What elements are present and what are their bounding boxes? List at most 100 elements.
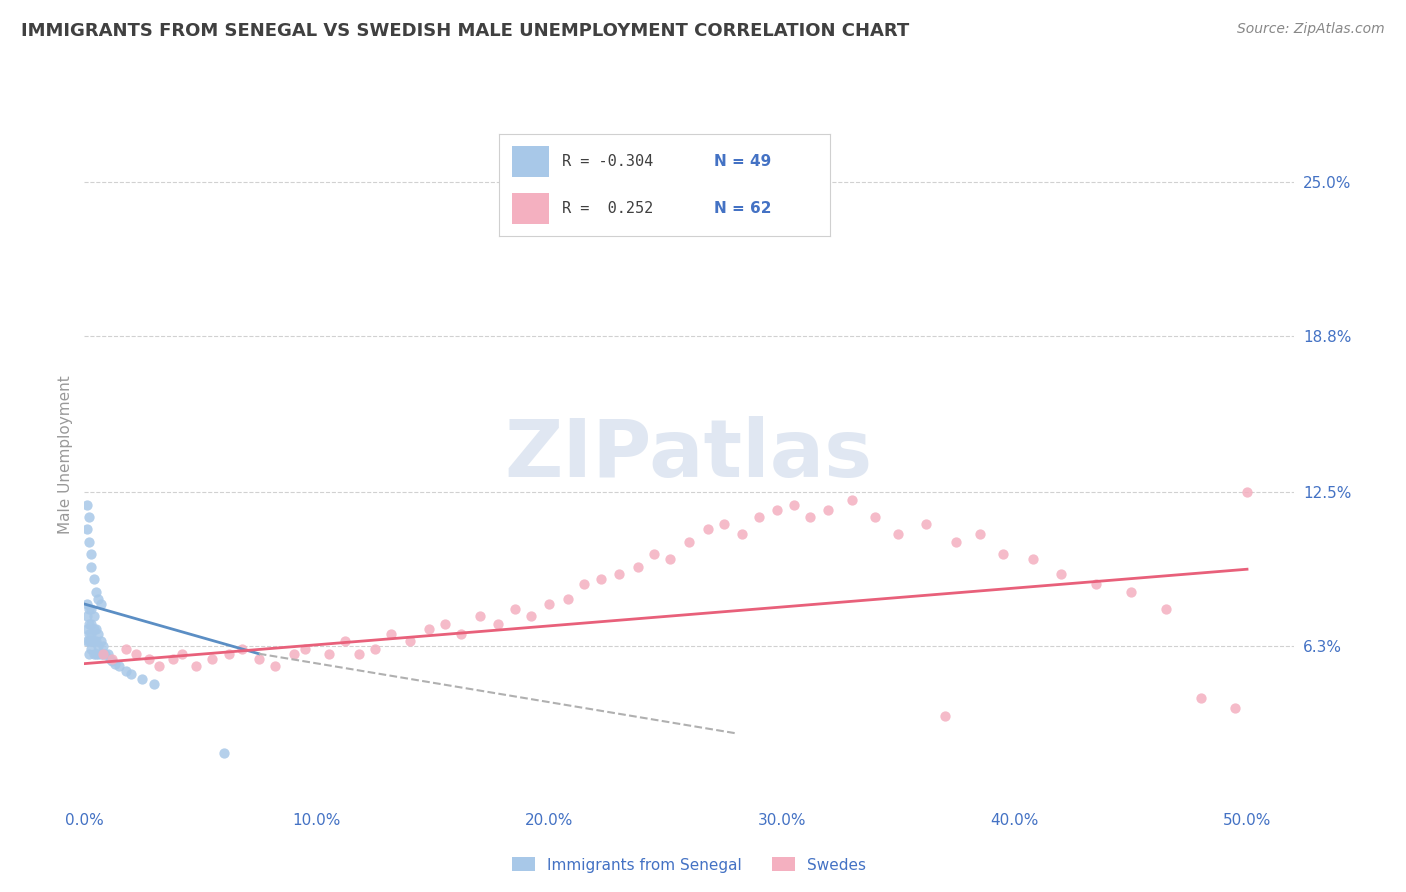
Point bbox=[84, 634, 107, 648]
Point bbox=[607, 567, 630, 582]
Point bbox=[364, 641, 387, 656]
Point bbox=[87, 592, 110, 607]
Point bbox=[80, 547, 103, 561]
Point bbox=[170, 647, 193, 661]
Point bbox=[418, 622, 440, 636]
Point bbox=[934, 708, 956, 723]
Point bbox=[1236, 485, 1258, 500]
Point bbox=[77, 627, 100, 641]
Point bbox=[115, 664, 138, 678]
Point bbox=[90, 647, 112, 661]
Point bbox=[486, 616, 509, 631]
Point bbox=[817, 502, 839, 516]
Point bbox=[87, 639, 110, 653]
Point bbox=[83, 647, 105, 661]
Point bbox=[80, 627, 103, 641]
Point bbox=[84, 584, 107, 599]
Point bbox=[143, 676, 166, 690]
Point bbox=[380, 627, 402, 641]
Point bbox=[124, 647, 146, 661]
Point bbox=[1022, 552, 1045, 566]
Point bbox=[945, 535, 967, 549]
Y-axis label: Male Unemployment: Male Unemployment bbox=[58, 376, 73, 534]
Point bbox=[659, 552, 682, 566]
Point bbox=[77, 535, 100, 549]
Point bbox=[201, 651, 224, 665]
Point bbox=[433, 616, 456, 631]
Point bbox=[748, 510, 770, 524]
Point bbox=[538, 597, 561, 611]
Point bbox=[1119, 584, 1142, 599]
Bar bbox=[512, 194, 548, 224]
Text: ZIPatlas: ZIPatlas bbox=[505, 416, 873, 494]
Point bbox=[162, 651, 184, 665]
Point bbox=[101, 651, 124, 665]
Point bbox=[80, 602, 103, 616]
Point bbox=[969, 527, 991, 541]
Text: N = 49: N = 49 bbox=[714, 154, 770, 169]
Point bbox=[77, 602, 100, 616]
Point bbox=[90, 634, 112, 648]
Point bbox=[83, 609, 105, 624]
Point bbox=[76, 523, 98, 537]
Point bbox=[83, 634, 105, 648]
Point bbox=[83, 572, 105, 586]
Point bbox=[80, 559, 103, 574]
Point bbox=[87, 627, 110, 641]
Point bbox=[87, 647, 110, 661]
Point bbox=[97, 647, 120, 661]
Point bbox=[148, 659, 170, 673]
Point bbox=[627, 559, 650, 574]
Point bbox=[887, 527, 910, 541]
Point bbox=[76, 609, 98, 624]
Point bbox=[131, 672, 153, 686]
Point bbox=[115, 641, 138, 656]
Point bbox=[84, 622, 107, 636]
Point bbox=[503, 602, 526, 616]
Point bbox=[94, 647, 117, 661]
Point bbox=[212, 746, 235, 760]
Point bbox=[1084, 577, 1107, 591]
Point bbox=[77, 616, 100, 631]
Point bbox=[318, 647, 340, 661]
Point bbox=[1225, 701, 1247, 715]
Legend: Immigrants from Senegal, Swedes: Immigrants from Senegal, Swedes bbox=[506, 851, 872, 879]
Point bbox=[589, 572, 612, 586]
Point bbox=[333, 634, 356, 648]
Bar bbox=[512, 146, 548, 177]
Point bbox=[1189, 691, 1212, 706]
Point bbox=[283, 647, 305, 661]
Point bbox=[77, 634, 100, 648]
Point bbox=[450, 627, 472, 641]
Point bbox=[468, 609, 491, 624]
Point bbox=[713, 517, 735, 532]
Point bbox=[120, 666, 142, 681]
Point bbox=[76, 597, 98, 611]
Point bbox=[184, 659, 207, 673]
Point bbox=[218, 647, 240, 661]
Text: Source: ZipAtlas.com: Source: ZipAtlas.com bbox=[1237, 22, 1385, 37]
Point bbox=[98, 651, 121, 665]
Point bbox=[231, 641, 253, 656]
Point bbox=[80, 634, 103, 648]
Point bbox=[643, 547, 665, 561]
Point bbox=[247, 651, 270, 665]
Point bbox=[91, 639, 114, 653]
Point bbox=[294, 641, 316, 656]
Text: N = 62: N = 62 bbox=[714, 202, 772, 216]
Point bbox=[90, 597, 112, 611]
Point bbox=[991, 547, 1014, 561]
Text: R = -0.304: R = -0.304 bbox=[562, 154, 654, 169]
Point bbox=[108, 659, 131, 673]
Point bbox=[915, 517, 938, 532]
Point bbox=[841, 492, 863, 507]
Point bbox=[264, 659, 287, 673]
Point bbox=[347, 647, 370, 661]
Point bbox=[77, 647, 100, 661]
Point bbox=[76, 622, 98, 636]
Point bbox=[104, 657, 127, 671]
Point bbox=[77, 510, 100, 524]
Point bbox=[91, 647, 114, 661]
Point bbox=[678, 535, 700, 549]
Point bbox=[91, 647, 114, 661]
